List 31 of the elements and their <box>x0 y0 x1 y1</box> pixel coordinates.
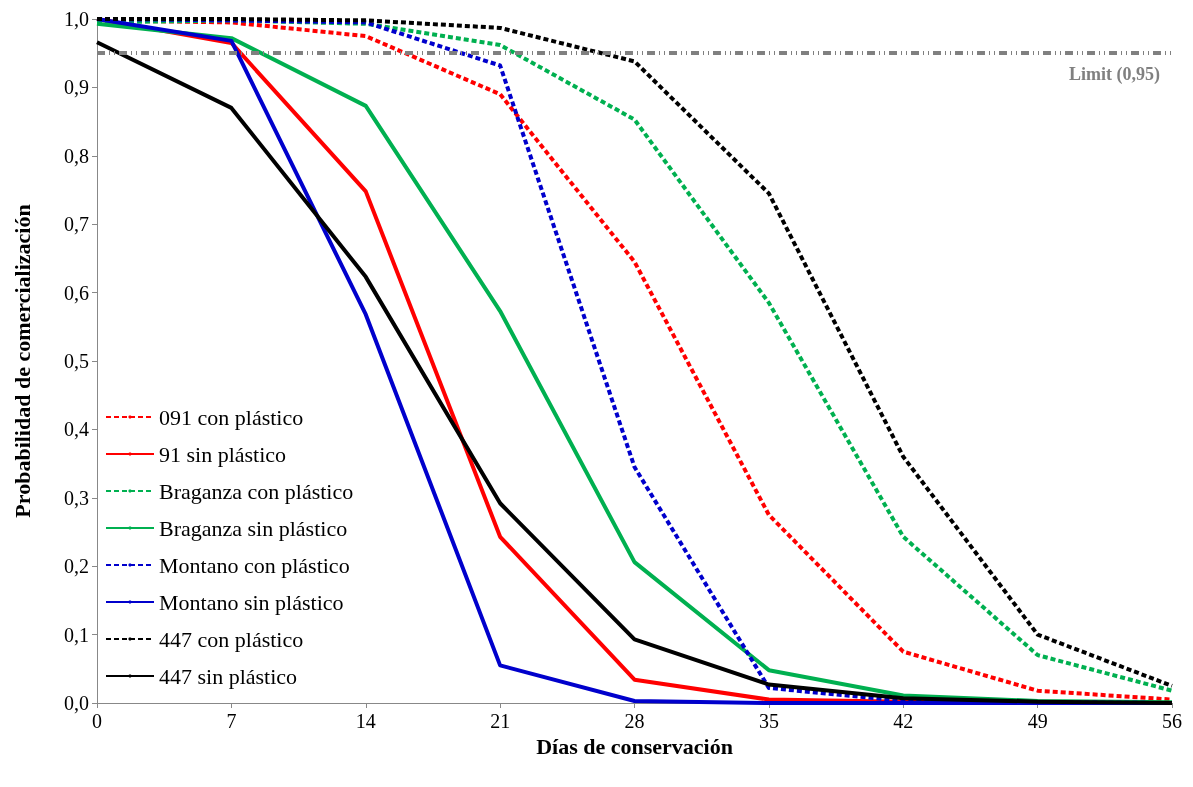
x-tick-label: 49 <box>1027 710 1048 732</box>
y-tick-label: 0,0 <box>64 692 89 714</box>
y-tick-label: 0,3 <box>64 486 89 509</box>
legend-label: Braganza sin plástico <box>159 515 348 541</box>
x-tick-label: 14 <box>355 710 376 732</box>
x-tick-label: 56 <box>1162 710 1182 732</box>
y-tick-label: 0,2 <box>64 555 89 578</box>
x-tick-label: 42 <box>893 710 914 732</box>
y-axis-title: Probabilidad de comercialización <box>9 204 35 518</box>
legend-label: 447 con plástico <box>159 626 304 652</box>
y-tick-label: 1,0 <box>64 8 89 30</box>
legend-label: Braganza con plástico <box>159 478 354 504</box>
y-tick-label: 0,6 <box>64 281 89 304</box>
x-axis-title: Días de conservación <box>536 734 733 760</box>
x-tick-label: 35 <box>758 710 779 732</box>
y-tick-label: 0,9 <box>64 76 89 99</box>
legend-label: 91 sin plástico <box>159 441 287 467</box>
legend-label: 091 con plástico <box>159 404 304 430</box>
y-tick-label: 0,4 <box>64 418 89 441</box>
x-tick-label: 0 <box>92 710 102 732</box>
x-tick-label: 21 <box>490 710 511 732</box>
x-tick-label: 28 <box>624 710 645 732</box>
y-tick-label: 0,1 <box>64 623 89 646</box>
y-tick-label: 0,5 <box>64 350 89 372</box>
ref-line-label: Limit (0,95) <box>1069 64 1161 86</box>
y-tick-label: 0,7 <box>64 213 89 236</box>
x-tick-label: 7 <box>226 710 237 732</box>
y-tick-label: 0,8 <box>64 144 89 167</box>
legend-label: 447 sin plástico <box>159 663 298 689</box>
legend-label: Montano sin plástico <box>159 589 344 615</box>
legend-label: Montano con plástico <box>159 552 350 578</box>
